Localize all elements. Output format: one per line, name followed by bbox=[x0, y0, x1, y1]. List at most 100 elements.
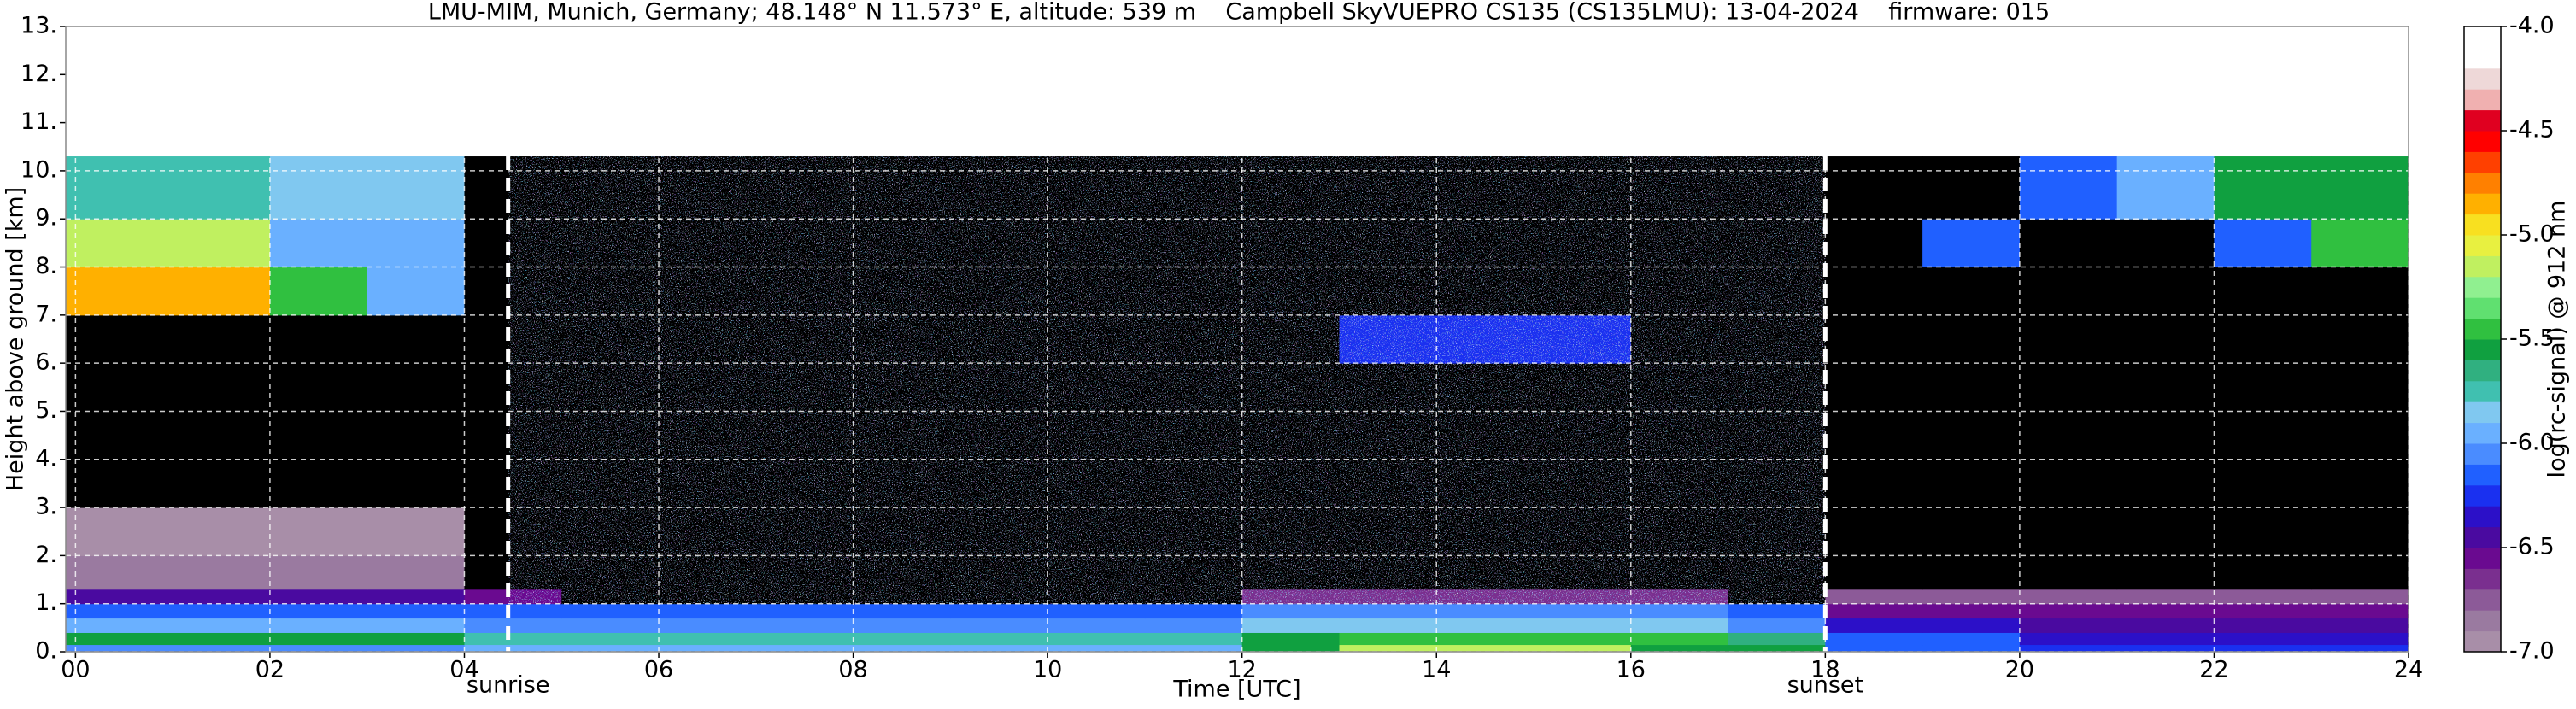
colorbar-segment bbox=[2464, 131, 2501, 152]
colorbar-segment bbox=[2464, 193, 2501, 215]
heatmap-cell bbox=[1728, 644, 1826, 653]
colorbar-segment bbox=[2464, 151, 2501, 173]
x-tick-label: 12 bbox=[1228, 657, 1257, 683]
y-tick-label: 2. bbox=[35, 542, 57, 568]
heatmap-cell bbox=[659, 618, 757, 633]
heatmap-cell bbox=[1339, 603, 1437, 619]
heatmap-cell bbox=[1825, 632, 1923, 646]
heatmap-cell bbox=[1241, 618, 1340, 633]
colorbar-tick-label: -7.0 bbox=[2509, 638, 2555, 665]
colorbar-tick-label: -5.5 bbox=[2509, 325, 2555, 352]
heatmap-cell bbox=[1825, 603, 1923, 619]
heatmap-cell bbox=[1922, 632, 2021, 646]
heatmap-cell bbox=[659, 603, 757, 619]
heatmap-cell bbox=[367, 644, 465, 653]
heatmap-cell bbox=[2214, 363, 2312, 412]
heatmap-cell bbox=[2311, 267, 2409, 316]
heatmap-cell bbox=[1144, 618, 1243, 633]
heatmap-cell bbox=[2311, 589, 2409, 605]
heatmap-cell bbox=[1339, 632, 1437, 646]
heatmap-cell bbox=[66, 156, 173, 220]
colorbar-segment bbox=[2464, 339, 2501, 360]
heatmap-cell bbox=[66, 267, 173, 316]
y-tick-label: 11. bbox=[21, 108, 57, 135]
heatmap-cell bbox=[1534, 644, 1632, 653]
heatmap-cell bbox=[2116, 644, 2215, 653]
colorbar-segment bbox=[2464, 568, 2501, 590]
y-tick-label: 5. bbox=[35, 397, 57, 424]
heatmap-cell bbox=[1825, 314, 1923, 364]
heatmap-cell bbox=[1922, 644, 2021, 653]
y-tick-label: 6. bbox=[35, 349, 57, 376]
heatmap-cell bbox=[659, 632, 757, 646]
annotation-label: sunrise bbox=[466, 672, 550, 699]
colorbar-segment bbox=[2464, 401, 2501, 424]
heatmap-cell bbox=[66, 507, 173, 556]
heatmap-cell bbox=[2019, 314, 2118, 364]
heatmap-cell bbox=[561, 603, 660, 619]
x-tick-label: 20 bbox=[2005, 657, 2034, 683]
y-tick-label: 7. bbox=[35, 301, 57, 327]
y-tick-label: 8. bbox=[35, 253, 57, 279]
heatmap-cell bbox=[66, 363, 173, 412]
heatmap-cell bbox=[2116, 618, 2215, 633]
heatmap-cell bbox=[367, 219, 465, 268]
heatmap-cell bbox=[1534, 618, 1632, 633]
heatmap-cell bbox=[1436, 618, 1534, 633]
heatmap-cell bbox=[66, 644, 173, 653]
heatmap-cell bbox=[2116, 507, 2215, 556]
heatmap-cell bbox=[1825, 644, 1923, 653]
heatmap-cell bbox=[1144, 603, 1243, 619]
colorbar-segment bbox=[2464, 422, 2501, 444]
heatmap-cell bbox=[66, 219, 173, 268]
y-tick-label: 9. bbox=[35, 205, 57, 231]
heatmap-cell bbox=[1728, 603, 1826, 619]
colorbar-segment bbox=[2464, 109, 2501, 132]
x-tick-label: 08 bbox=[838, 657, 867, 683]
heatmap-cell bbox=[1047, 632, 1146, 646]
heatmap-cell bbox=[66, 314, 173, 364]
heatmap-cell bbox=[1728, 618, 1826, 633]
heatmap-cell bbox=[853, 618, 951, 633]
colorbar-segment bbox=[2464, 380, 2501, 402]
heatmap-cell bbox=[2214, 618, 2312, 633]
noise-speckle bbox=[508, 156, 1826, 604]
heatmap-cell bbox=[173, 507, 271, 556]
heatmap-cell bbox=[367, 156, 465, 220]
colorbar-segment bbox=[2464, 610, 2501, 632]
heatmap-cell bbox=[1534, 603, 1632, 619]
heatmap-cell bbox=[1825, 363, 1923, 412]
heatmap-cell bbox=[1436, 632, 1534, 646]
colorbar-segment bbox=[2464, 235, 2501, 256]
heatmap-cell bbox=[950, 603, 1048, 619]
heatmap-cell bbox=[853, 603, 951, 619]
heatmap-cell bbox=[2311, 555, 2409, 590]
heatmap-cell bbox=[2019, 555, 2118, 590]
heatmap-cell bbox=[269, 589, 368, 605]
heatmap-cell bbox=[950, 632, 1048, 646]
colorbar-segment bbox=[2464, 506, 2501, 528]
heatmap-cell bbox=[950, 644, 1048, 653]
plot-frame bbox=[65, 26, 2409, 653]
heatmap-cell bbox=[173, 618, 271, 633]
heatmap-cell bbox=[2019, 618, 2118, 633]
heatmap-cell bbox=[367, 267, 465, 316]
heatmap-cell bbox=[2311, 507, 2409, 556]
heatmap-cell bbox=[2019, 219, 2118, 268]
heatmap-cell bbox=[2116, 219, 2215, 268]
x-tick-label: 00 bbox=[61, 657, 90, 683]
heatmap-cell bbox=[269, 618, 368, 633]
heatmap-cell bbox=[173, 219, 271, 268]
heatmap-cell bbox=[173, 603, 271, 619]
heatmap-cell bbox=[2311, 156, 2409, 220]
heatmap-cell bbox=[561, 618, 660, 633]
heatmap-cell bbox=[173, 156, 271, 220]
colorbar-segment bbox=[2464, 172, 2501, 194]
heatmap-cell bbox=[367, 555, 465, 590]
heatmap-cell bbox=[367, 314, 465, 364]
heatmap-cell bbox=[1047, 603, 1146, 619]
x-tick-label: 06 bbox=[644, 657, 673, 683]
heatmap-cell bbox=[464, 603, 562, 619]
heatmap-cell bbox=[173, 589, 271, 605]
